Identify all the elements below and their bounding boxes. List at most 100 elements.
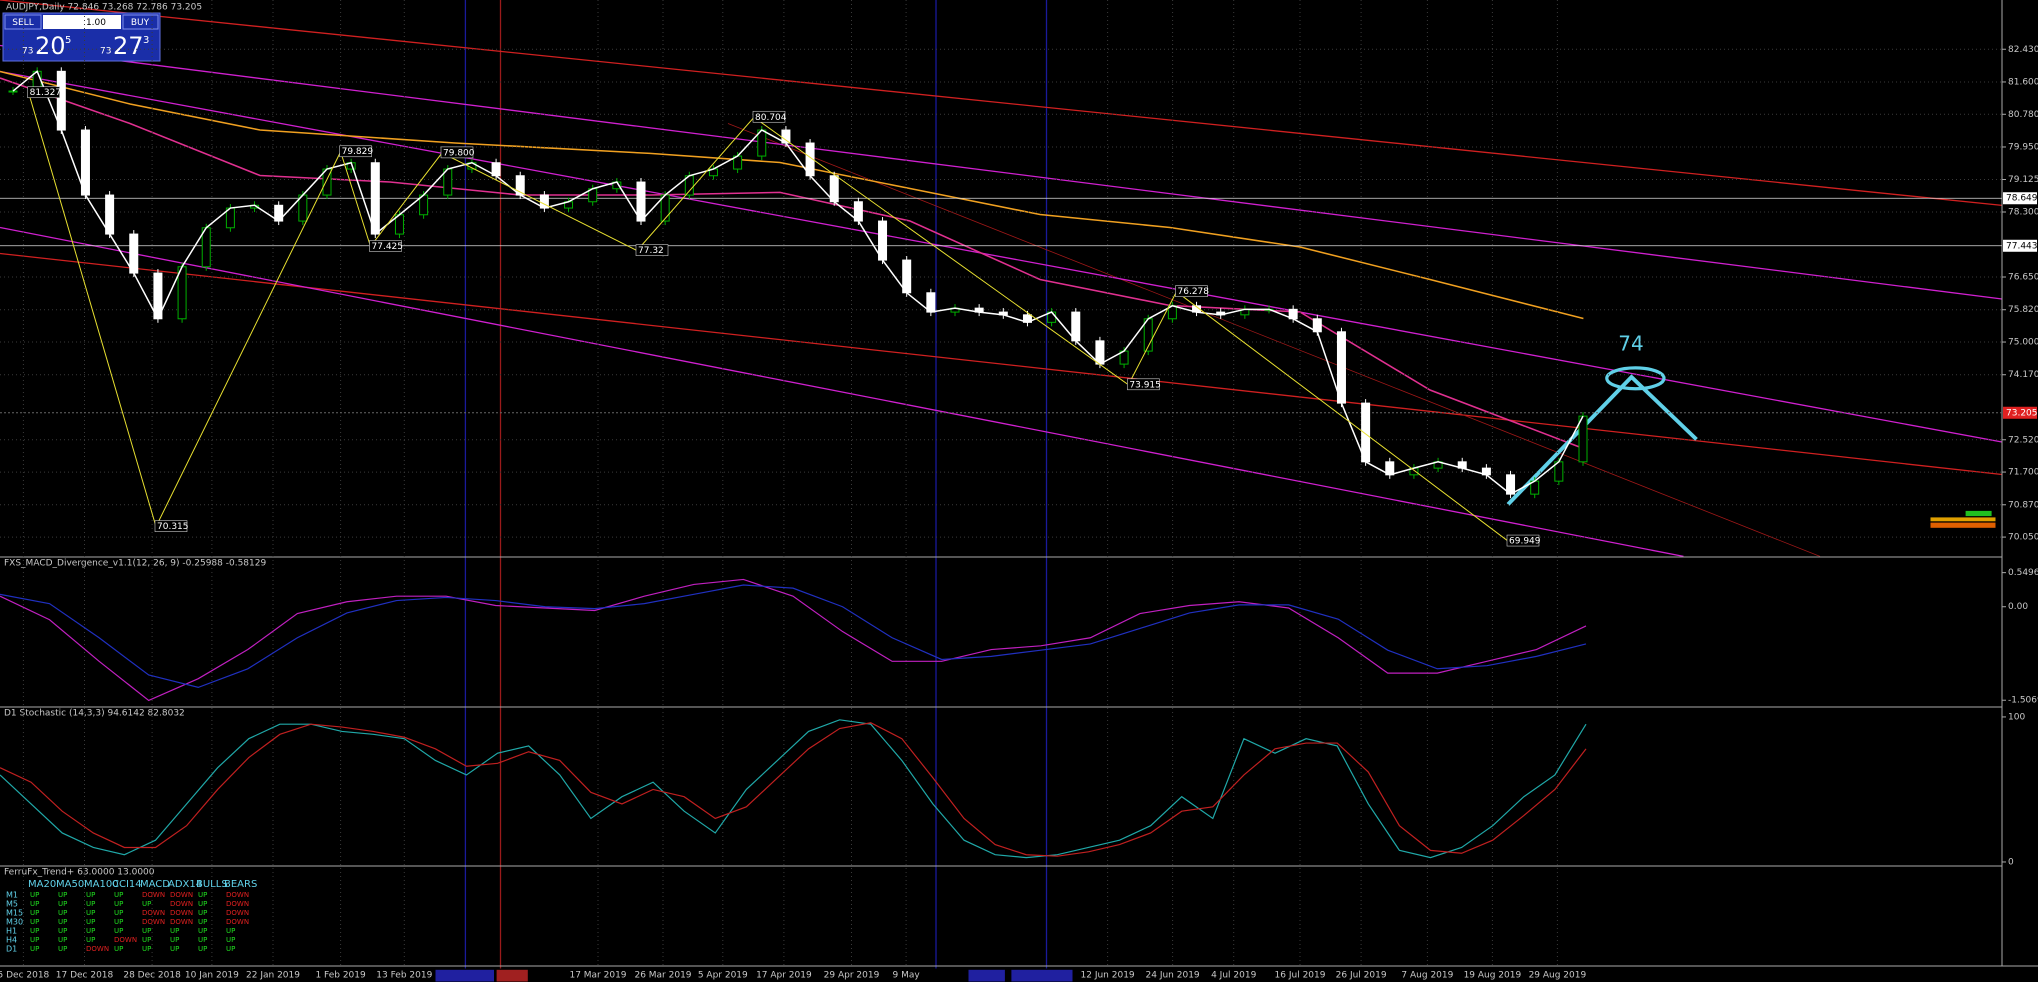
trend-cell: UP xyxy=(198,927,207,935)
zigzag-box xyxy=(369,240,402,252)
trend-line xyxy=(0,44,2003,300)
price-level-box xyxy=(2003,192,2037,205)
price-level-box xyxy=(2003,239,2037,252)
trend-cell: DOWN xyxy=(170,909,193,917)
date-highlight xyxy=(435,969,494,982)
y-tick-label: 72.520 xyxy=(2008,435,2038,445)
trend-cell: UP xyxy=(30,909,39,917)
date-highlight xyxy=(496,969,528,982)
y-tick-label: 76.650 xyxy=(2008,273,2038,283)
bid-prefix[interactable]: 73 xyxy=(22,47,33,57)
zigzag-box xyxy=(1175,285,1208,297)
trend-cell: UP xyxy=(170,927,179,935)
trend-timeframe: D1 xyxy=(6,945,17,954)
hand-drawn-arrow xyxy=(1506,374,1698,506)
x-tick-label: 26 Jul 2019 xyxy=(1336,971,1387,981)
trend-timeframe: M5 xyxy=(6,900,18,909)
trend-cell: UP xyxy=(30,927,39,935)
trend-cell: DOWN xyxy=(226,909,249,917)
zigzag-box xyxy=(154,520,188,532)
x-tick-label: 1 Feb 2019 xyxy=(315,971,366,981)
zigzag-label: 69.949 xyxy=(1509,537,1541,547)
price-level-label: 77.443 xyxy=(2006,241,2038,251)
sell-label[interactable]: SELL xyxy=(12,18,33,28)
trend-cell: UP xyxy=(198,891,207,899)
trend-cell: DOWN xyxy=(142,891,165,899)
zigzag-label: 81.327 xyxy=(30,88,61,98)
trend-cell: UP xyxy=(58,936,67,944)
indicator-title: FXS_MACD_Divergence_v1.1(12, 26, 9) -0.2… xyxy=(4,559,266,569)
y-tick-label: 0.54969 xyxy=(2008,568,2038,578)
trend-cell: DOWN xyxy=(226,900,249,908)
trend-cell: UP xyxy=(114,909,123,917)
x-tick-label: 4 Jul 2019 xyxy=(1211,971,1256,981)
indicator-title: FerruFx_Trend+ 63.0000 13.0000 xyxy=(4,868,155,878)
trend-cell: UP xyxy=(58,900,67,908)
trend-line xyxy=(0,252,2003,476)
zigzag-box xyxy=(752,110,786,123)
trend-column: MACD xyxy=(140,879,170,890)
x-tick-label: 17 Apr 2019 xyxy=(756,971,812,981)
lot-size[interactable]: 1.00 xyxy=(86,18,106,28)
x-tick-label: 29 Apr 2019 xyxy=(824,971,880,981)
trend-cell: DOWN xyxy=(170,900,193,908)
zigzag-label: 70.315 xyxy=(157,522,189,532)
buy-button[interactable] xyxy=(122,14,159,30)
ask-prefix[interactable]: 73 xyxy=(100,47,111,57)
zigzag-box xyxy=(440,146,474,159)
trend-cell: UP xyxy=(114,918,123,926)
x-tick-label: 22 Jan 2019 xyxy=(246,971,300,981)
trend-timeframe: H1 xyxy=(6,927,17,936)
ask-pip[interactable]: 3 xyxy=(143,35,149,46)
trend-cell: DOWN xyxy=(86,945,109,953)
trend-cell: DOWN xyxy=(142,909,165,917)
candle xyxy=(1336,331,1346,404)
trend-cell: DOWN xyxy=(170,918,193,926)
y-tick-label: 75.000 xyxy=(2008,338,2038,348)
zigzag-box xyxy=(635,244,669,256)
bid-pip[interactable]: 5 xyxy=(65,35,71,46)
trend-line xyxy=(0,70,2003,443)
trend-cell: DOWN xyxy=(114,936,137,944)
trend-cell: UP xyxy=(58,918,67,926)
zigzag-label: 79.829 xyxy=(342,147,374,157)
x-tick-label: 26 Mar 2019 xyxy=(634,971,691,981)
zigzag-label: 80.704 xyxy=(755,113,787,123)
indicator-bar xyxy=(1965,510,1992,517)
trend-cell: DOWN xyxy=(142,918,165,926)
y-tick-label: 79.950 xyxy=(2008,142,2038,152)
y-tick-label: 75.820 xyxy=(2008,305,2038,315)
trend-cell: UP xyxy=(142,936,151,944)
trend-column: BULLS xyxy=(196,879,228,890)
ask-big[interactable]: 27 xyxy=(113,32,144,60)
annotation: 74 xyxy=(1618,332,1643,356)
date-highlight xyxy=(968,969,1005,982)
indicator-line xyxy=(0,584,1587,689)
zigzag-box xyxy=(339,145,372,158)
trend-cell: DOWN xyxy=(226,891,249,899)
trend-cell: UP xyxy=(30,918,39,926)
zigzag xyxy=(28,92,1509,542)
x-tick-label: 12 Jun 2019 xyxy=(1081,971,1135,981)
buy-label[interactable]: BUY xyxy=(131,18,150,28)
x-tick-label: 28 Dec 2018 xyxy=(123,971,181,981)
trend-cell: UP xyxy=(58,945,67,953)
trend-cell: UP xyxy=(58,891,67,899)
zigzag-label: 79.800 xyxy=(443,148,475,158)
trend-cell: UP xyxy=(58,909,67,917)
candle xyxy=(56,70,66,131)
lot-input[interactable] xyxy=(43,15,121,29)
trend-line xyxy=(727,123,1821,557)
trend-cell: UP xyxy=(114,945,123,953)
zigzag-label: 73.915 xyxy=(1129,380,1161,390)
date-highlight xyxy=(1011,969,1073,982)
bid-big[interactable]: 20 xyxy=(35,32,66,60)
trend-timeframe: H4 xyxy=(6,936,17,945)
x-tick-label: 17 Mar 2019 xyxy=(569,971,626,981)
zigzag-box xyxy=(1506,534,1540,547)
x-tick-label: 10 Jan 2019 xyxy=(185,971,239,981)
trend-cell: UP xyxy=(86,900,95,908)
